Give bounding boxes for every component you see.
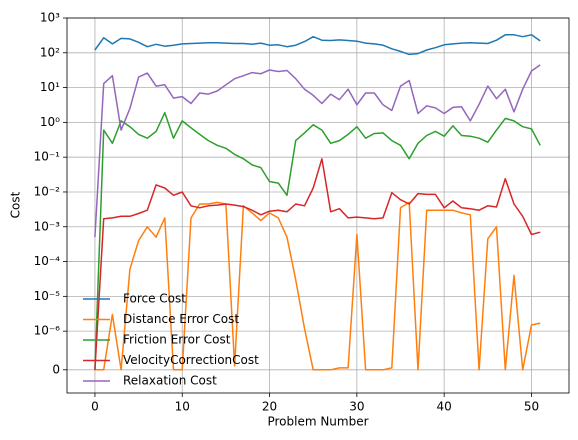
y-tick-label: 10⁰ xyxy=(40,115,60,129)
y-tick-label: 10⁻⁶ xyxy=(34,324,61,338)
x-tick-label: 30 xyxy=(349,400,364,414)
data-line xyxy=(94,158,541,370)
y-tick-label: 10⁻⁴ xyxy=(34,254,61,268)
y-tick-label: 10⁻³ xyxy=(34,219,61,233)
x-tick-label: 10 xyxy=(175,400,190,414)
legend-label: VelocityCorrectionCost xyxy=(123,353,259,367)
legend-label: Distance Error Cost xyxy=(123,312,239,326)
x-tick-label: 50 xyxy=(524,400,539,414)
x-tick-label: 0 xyxy=(91,400,99,414)
legend-label: Relaxation Cost xyxy=(123,374,217,388)
y-tick-label: 10⁻² xyxy=(34,184,61,198)
y-tick-label: 10⁻⁵ xyxy=(34,289,61,303)
x-tick-label: 20 xyxy=(262,400,277,414)
y-tick-label: 0 xyxy=(52,362,60,376)
data-line xyxy=(94,34,541,56)
data-line xyxy=(94,111,541,370)
data-line xyxy=(94,201,541,371)
axes-frame xyxy=(66,17,570,394)
y-tick-label: 10⁻¹ xyxy=(34,150,61,164)
data-line xyxy=(94,64,541,238)
x-tick-label: 40 xyxy=(437,400,452,414)
x-axis-label: Problem Number xyxy=(267,415,368,429)
y-tick-label: 10³ xyxy=(40,11,60,25)
legend-label: Friction Error Cost xyxy=(123,333,231,347)
legend-label: Force Cost xyxy=(123,292,186,306)
y-tick-label: 10¹ xyxy=(40,80,60,94)
y-tick-label: 10² xyxy=(40,45,60,59)
y-axis-label: Cost xyxy=(9,191,23,218)
